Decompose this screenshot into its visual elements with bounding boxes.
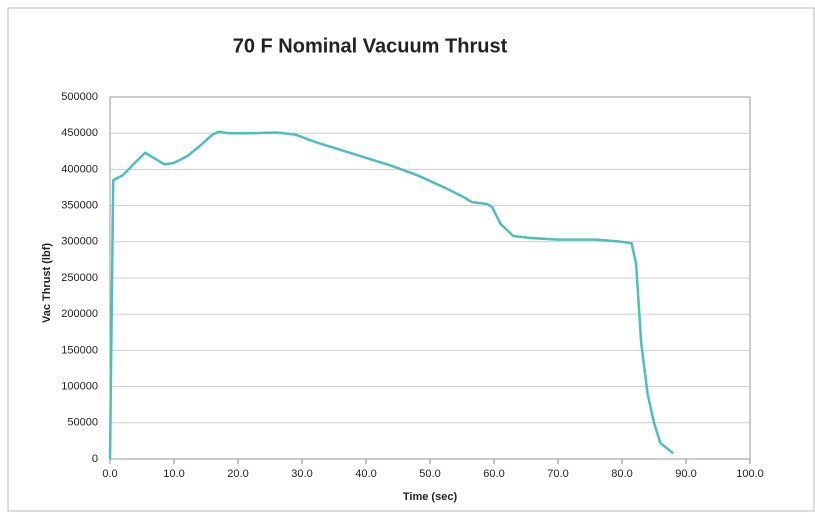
- x-tick-label: 40.0: [355, 468, 376, 480]
- x-tick-label: 100.0: [736, 468, 764, 480]
- x-tick-label: 20.0: [227, 468, 248, 480]
- y-tick-label: 500000: [61, 91, 98, 103]
- y-tick-label: 450000: [61, 127, 98, 139]
- y-tick-label: 250000: [61, 272, 98, 284]
- y-tick-label: 350000: [61, 200, 98, 212]
- y-axis-label: Vac Thrust (lbf): [41, 243, 53, 323]
- y-tick-label: 400000: [61, 163, 98, 175]
- y-tick-label: 0: [92, 453, 98, 465]
- x-axis-label: Time (sec): [403, 491, 458, 503]
- data-line: [108, 130, 674, 460]
- x-tick-label: 80.0: [611, 468, 632, 480]
- y-tick-label: 300000: [61, 236, 98, 248]
- y-tick-label: 150000: [61, 344, 98, 356]
- x-tick-label: 10.0: [163, 468, 184, 480]
- y-tick-label: 100000: [61, 381, 98, 393]
- x-tick-label: 0.0: [102, 468, 117, 480]
- x-tick-label: 60.0: [483, 468, 504, 480]
- x-tick-label: 90.0: [675, 468, 696, 480]
- x-tick-label: 30.0: [291, 468, 312, 480]
- plot-area: [109, 96, 751, 460]
- x-tick-label: 50.0: [419, 468, 440, 480]
- chart-frame: [7, 7, 815, 512]
- y-tick-label: 200000: [61, 308, 98, 320]
- chart-title: 70 F Nominal Vacuum Thrust: [233, 35, 508, 57]
- x-tick-label: 70.0: [547, 468, 568, 480]
- y-tick-label: 50000: [67, 417, 98, 429]
